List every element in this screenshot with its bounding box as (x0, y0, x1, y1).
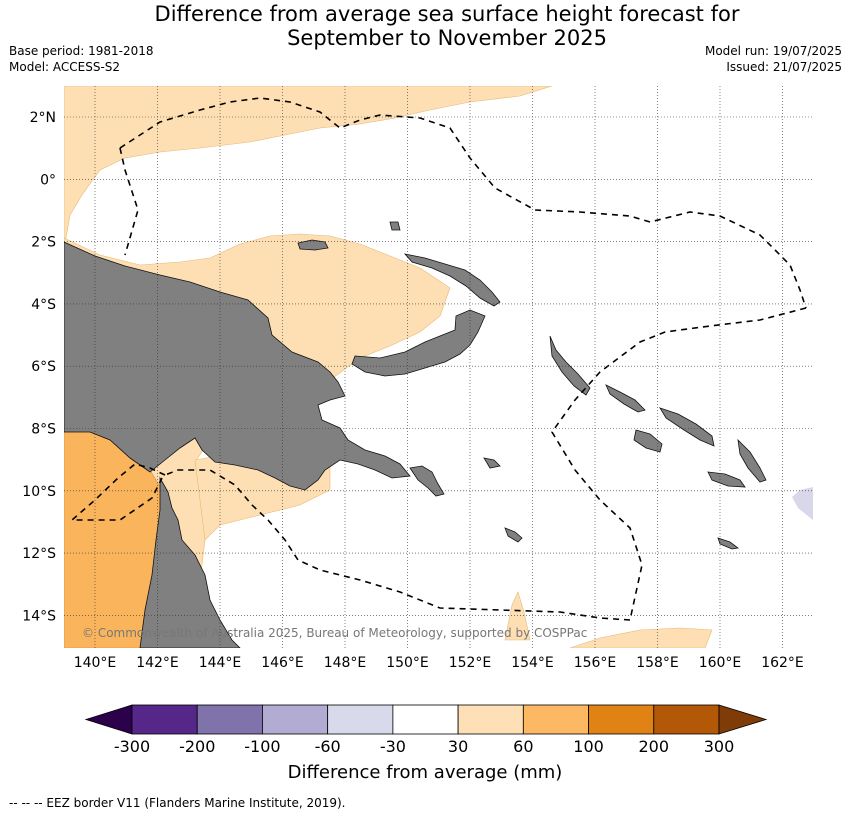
lon-label: 148°E (324, 655, 367, 671)
colorbar-segment (522, 704, 589, 735)
lat-label: 0° (40, 172, 56, 188)
colorbar-segment (196, 704, 263, 735)
lat-label: 2°S (31, 235, 56, 251)
lon-label: 144°E (199, 655, 242, 671)
colorbar-arrow-left (84, 704, 133, 735)
lon-label: 140°E (74, 655, 117, 671)
colorbar-segment (327, 704, 394, 735)
lon-label: 158°E (636, 655, 679, 671)
colorbar-title: Difference from average (mm) (288, 762, 563, 783)
colorbar-tick-label: 100 (573, 737, 604, 756)
lat-label: 4°S (31, 297, 56, 313)
colorbar-tick-label: -30 (380, 737, 406, 756)
colorbar-segment (131, 704, 198, 735)
graticule (64, 86, 813, 648)
land-small-island-2 (389, 221, 401, 231)
colorbar-tick-label: 300 (704, 737, 735, 756)
latitude-labels: 2°N 0° 2°S 4°S 6°S 8°S 10°S 12°S 14°S (22, 110, 56, 624)
lon-label: 142°E (136, 655, 179, 671)
land-new-guinea (64, 241, 411, 491)
lon-label: 152°E (449, 655, 492, 671)
land-dentrecasteaux (409, 465, 445, 497)
eez-border-png-west (119, 147, 139, 256)
colorbar-tick-label: 60 (513, 737, 533, 756)
eez-footnote: -- -- -- EEZ border V11 (Flanders Marine… (9, 796, 346, 810)
anomaly-light-orange-spike (504, 591, 531, 641)
lon-label: 146°E (261, 655, 304, 671)
base-period: Base period: 1981-2018 (9, 44, 154, 58)
lat-label: 12°S (22, 546, 56, 562)
land-makira (707, 471, 746, 488)
eez-borders (69, 97, 807, 621)
colorbar-segment (262, 704, 329, 735)
title-line-1: Difference from average sea surface heig… (154, 2, 740, 26)
colorbar-tick-label: -200 (179, 737, 215, 756)
land-rennell (717, 537, 739, 550)
land-bougainville (549, 335, 591, 396)
land-santa-isabel (659, 407, 715, 447)
model-name: Model: ACCESS-S2 (9, 60, 121, 74)
colorbar-tick-label: 200 (639, 737, 670, 756)
colorbar-tick-label: -100 (244, 737, 280, 756)
land-choiseul (605, 384, 646, 413)
land-louisiade (504, 527, 523, 543)
lat-label: 8°S (31, 422, 56, 438)
longitude-labels: 140°E 142°E 144°E 146°E 148°E 150°E 152°E 154°E… (74, 655, 804, 671)
colorbar-arrow-right (718, 704, 768, 735)
lon-label: 162°E (761, 655, 804, 671)
model-run: Model run: 19/07/2025 (704, 44, 842, 58)
eez-border-png-north (119, 97, 807, 309)
anomaly-light-purple (792, 487, 813, 520)
land-malaita (737, 438, 767, 483)
lat-label: 10°S (22, 484, 56, 500)
colorbar-segment (588, 704, 655, 735)
lon-label: 156°E (574, 655, 617, 671)
anomaly-light-orange-south (569, 627, 713, 648)
lat-label: 2°N (30, 110, 56, 126)
lon-label: 150°E (386, 655, 429, 671)
land-small-island-1 (483, 457, 501, 469)
map-area (64, 86, 813, 648)
issued-date: Issued: 21/07/2025 (726, 60, 842, 74)
eez-border-png-south (164, 469, 631, 621)
meta-right: Model run: 19/07/2025 Issued: 21/07/2025 (705, 43, 842, 75)
map-title: Difference from average sea surface heig… (0, 2, 850, 50)
title-line-2: September to November 2025 (287, 26, 607, 50)
colorbar-segment (392, 704, 459, 735)
colorbar-segment (653, 704, 720, 735)
land-new-britain (351, 309, 486, 377)
colorbar-tick-label: 30 (448, 737, 468, 756)
colorbar: -300 -200 -100 -60 -30 30 60 100 200 300 (84, 704, 768, 756)
eez-border-torres (69, 463, 166, 521)
lon-label: 160°E (699, 655, 742, 671)
colorbar-segment (457, 704, 524, 735)
land-guadalcanal (633, 429, 663, 453)
lon-label: 154°E (511, 655, 554, 671)
colorbar-tick-label: -60 (315, 737, 341, 756)
lat-label: 6°S (31, 359, 56, 375)
meta-left: Base period: 1981-2018 Model: ACCESS-S2 (9, 43, 154, 75)
land-manus (297, 239, 329, 251)
colorbar-tick-label: -300 (114, 737, 150, 756)
eez-border-png-east (551, 307, 807, 621)
copyright-text: © Commonwealth of Australia 2025, Bureau… (82, 626, 587, 640)
lat-label: 14°S (22, 608, 56, 624)
